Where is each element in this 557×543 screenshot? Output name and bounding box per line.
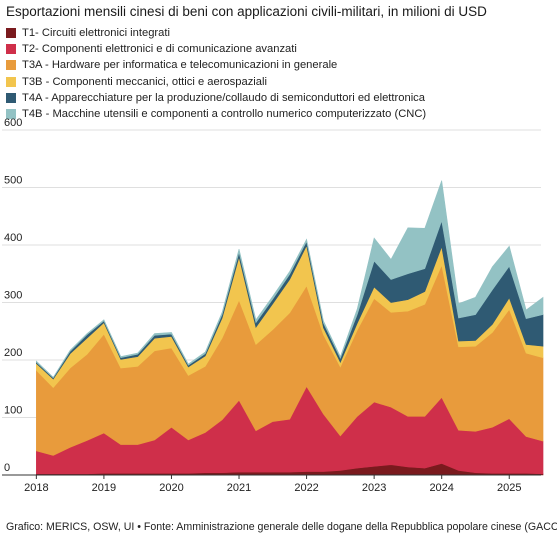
legend-swatch [6, 109, 16, 120]
y-tick-label: 0 [4, 462, 10, 474]
legend-label: T4B - Macchine utensili e componenti a c… [22, 108, 427, 121]
legend-label: T1- Circuiti elettronici integrati [22, 27, 170, 40]
legend-swatch [6, 60, 16, 71]
legend-item: T4A - Apparecchiature per la produzione/… [6, 90, 426, 106]
x-tick-label: 2023 [362, 482, 386, 494]
chart-title: Esportazioni mensili cinesi di beni con … [6, 4, 487, 19]
y-tick-label: 600 [4, 117, 22, 129]
legend-label: T4A - Apparecchiature per la produzione/… [22, 91, 425, 104]
y-tick-label: 400 [4, 232, 22, 244]
legend-swatch [6, 28, 16, 39]
y-tick-label: 500 [4, 175, 22, 187]
x-tick-label: 2025 [497, 482, 521, 494]
legend-item: T3A - Hardware per informatica e telecom… [6, 57, 426, 73]
legend-item: T1- Circuiti elettronici integrati [6, 25, 426, 41]
x-tick-label: 2019 [92, 482, 116, 494]
y-tick-label: 200 [4, 347, 22, 359]
legend-swatch [6, 92, 16, 103]
chart-legend: T1- Circuiti elettronici integrati T2- Co… [6, 25, 426, 122]
y-tick-label: 300 [4, 290, 22, 302]
legend-swatch [6, 76, 16, 87]
legend-item: T2- Componenti elettronici e di comunica… [6, 41, 426, 57]
x-tick-label: 2022 [294, 482, 318, 494]
stacked-area-chart: 0 100 200 300 400 500 600 2018 2019 2020 2021 2022 2… [2, 117, 544, 494]
chart-footer: Grafico: MERICS, OSW, UI • Fonte: Ammini… [6, 521, 557, 533]
x-tick-label: 2021 [227, 482, 251, 494]
legend-swatch [6, 44, 16, 55]
y-tick-label: 100 [4, 405, 22, 417]
legend-item: T3B - Componenti meccanici, ottici e aer… [6, 74, 426, 90]
legend-label: T2- Componenti elettronici e di comunica… [22, 43, 297, 56]
x-tick-label: 2024 [429, 482, 453, 494]
area-series [36, 180, 544, 379]
legend-label: T3A - Hardware per informatica e telecom… [22, 59, 338, 72]
legend-item: T4B - Macchine utensili e componenti a c… [6, 106, 426, 122]
x-tick-label: 2020 [159, 482, 183, 494]
x-tick-label: 2018 [24, 482, 48, 494]
legend-label: T3B - Componenti meccanici, ottici e aer… [22, 75, 267, 88]
